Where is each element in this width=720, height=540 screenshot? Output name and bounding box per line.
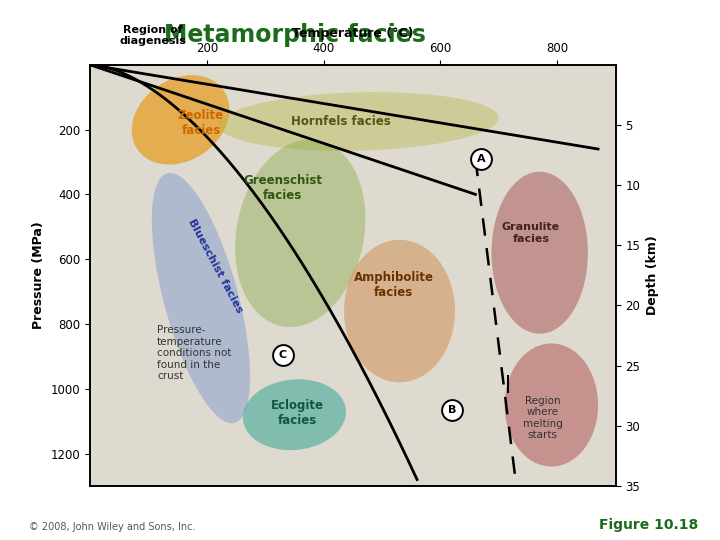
Text: Pressure-
temperature
conditions not
found in the
crust: Pressure- temperature conditions not fou… <box>157 325 232 381</box>
Ellipse shape <box>219 92 499 151</box>
Y-axis label: Depth (km): Depth (km) <box>646 235 659 315</box>
Ellipse shape <box>235 139 366 327</box>
Text: Greenschist
facies: Greenschist facies <box>243 174 323 202</box>
Text: Region of
diagenesis: Region of diagenesis <box>120 25 186 46</box>
Text: Blueschist facies: Blueschist facies <box>186 217 245 314</box>
Ellipse shape <box>152 173 250 423</box>
Text: Metamorphic facies: Metamorphic facies <box>164 23 426 46</box>
Text: Amphibolite
facies: Amphibolite facies <box>354 271 433 299</box>
Text: A: A <box>477 154 485 164</box>
Ellipse shape <box>505 343 598 467</box>
Y-axis label: Pressure (MPa): Pressure (MPa) <box>32 221 45 329</box>
Text: Figure 10.18: Figure 10.18 <box>599 518 698 532</box>
Text: C: C <box>279 350 287 360</box>
Ellipse shape <box>132 75 229 165</box>
Text: Zeolite
facies: Zeolite facies <box>178 109 224 137</box>
Text: Eclogite
facies: Eclogite facies <box>271 399 324 427</box>
Text: Region
where
melting
starts: Region where melting starts <box>523 396 562 440</box>
Ellipse shape <box>492 172 588 334</box>
Text: B: B <box>448 405 456 415</box>
Text: © 2008, John Wiley and Sons, Inc.: © 2008, John Wiley and Sons, Inc. <box>29 522 195 532</box>
Text: Hornfels facies: Hornfels facies <box>292 115 391 128</box>
Ellipse shape <box>344 240 455 382</box>
X-axis label: Temperature (°C): Temperature (°C) <box>292 26 413 39</box>
Text: Granulite
facies: Granulite facies <box>502 222 560 244</box>
Ellipse shape <box>243 379 346 450</box>
